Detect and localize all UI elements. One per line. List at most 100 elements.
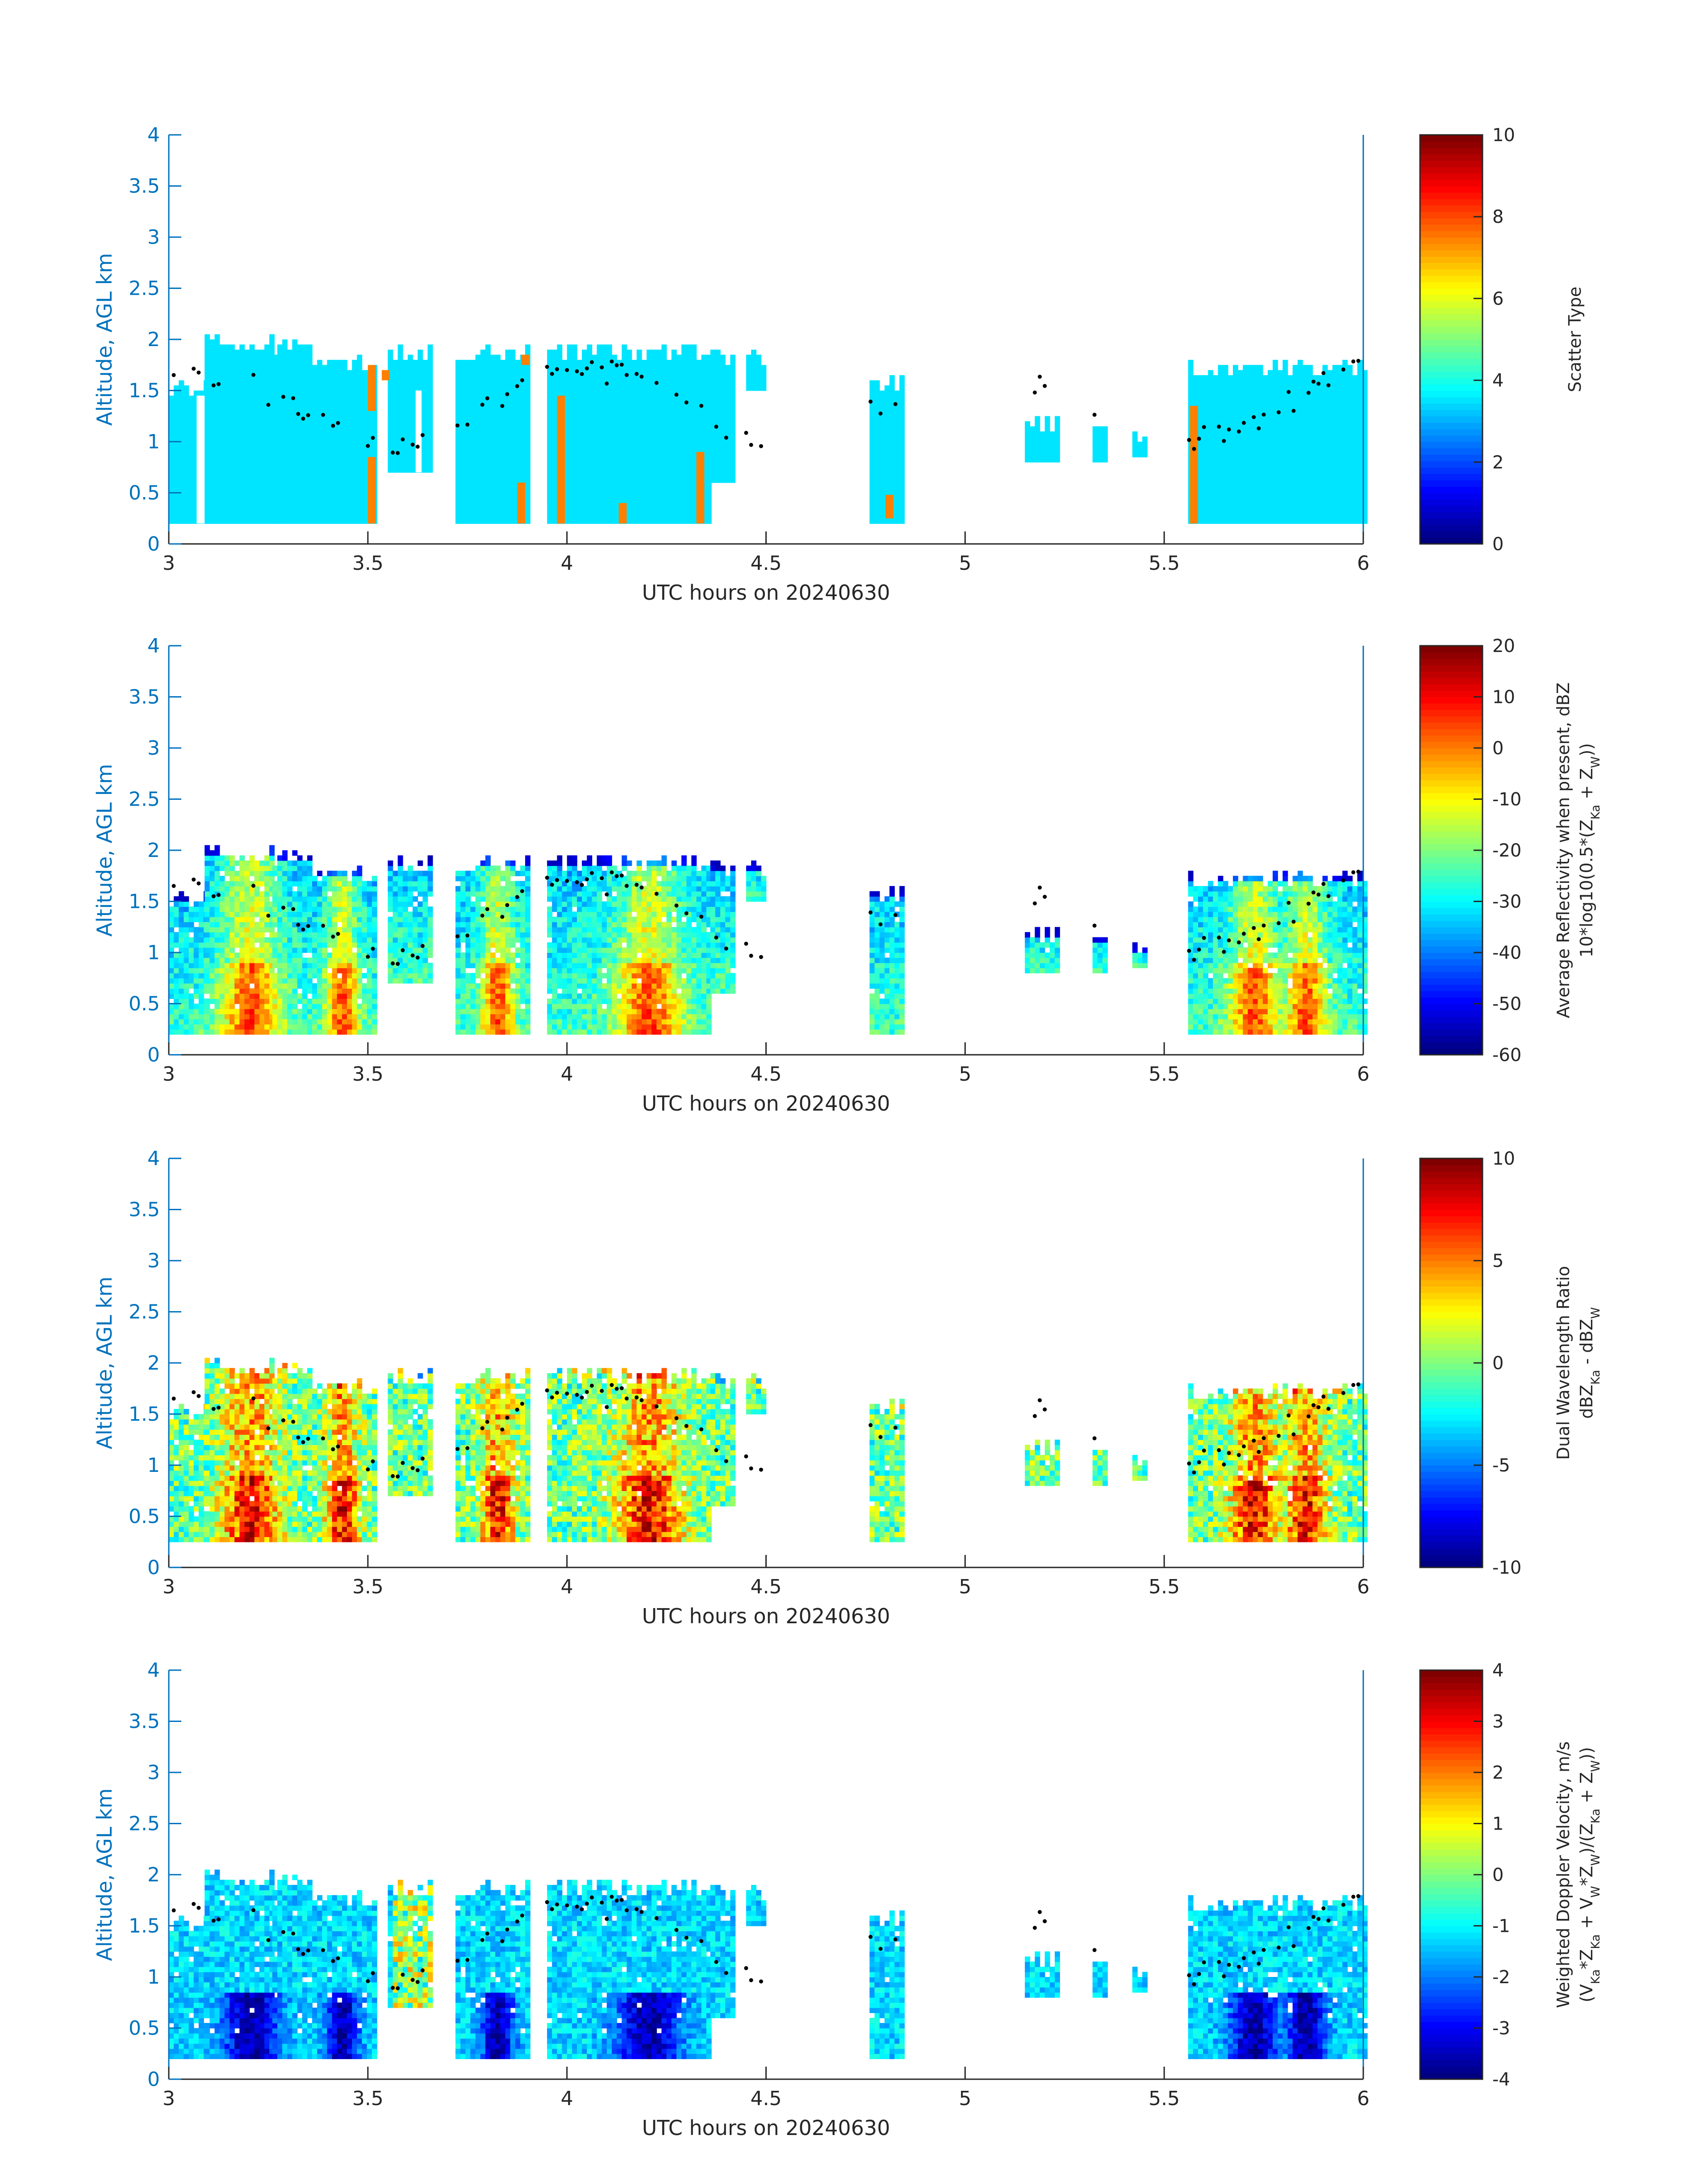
heatmap-cell <box>224 395 230 401</box>
heatmap-cell <box>715 431 721 437</box>
heatmap-cell <box>1223 493 1228 498</box>
heatmap-cell <box>1257 380 1263 386</box>
heatmap-cell <box>676 493 682 498</box>
heatmap-cell <box>587 477 593 483</box>
heatmap-cell <box>656 370 662 376</box>
heatmap-cell <box>418 375 423 381</box>
heatmap-cell <box>631 416 637 422</box>
heatmap-cell <box>1213 401 1219 406</box>
heatmap-cell <box>287 493 293 498</box>
heatmap-cell <box>552 380 558 386</box>
heatmap-cell <box>1102 426 1108 432</box>
heatmap-cell <box>1327 513 1333 519</box>
heatmap-cell <box>205 405 210 412</box>
heatmap-cell <box>1297 416 1303 422</box>
heatmap-cell <box>402 442 408 447</box>
heatmap-cell <box>357 498 363 504</box>
heatmap-cell <box>239 498 245 504</box>
heatmap-cell <box>485 488 491 493</box>
heatmap-cell <box>647 426 652 432</box>
heatmap-cell <box>337 395 342 401</box>
heatmap-cell <box>292 503 298 509</box>
heatmap-cell <box>661 462 667 468</box>
heatmap-cell <box>1342 370 1348 376</box>
heatmap-cell <box>1322 508 1328 514</box>
heatmap-cell <box>209 436 215 442</box>
heatmap-cell <box>1292 472 1298 478</box>
heatmap-cell <box>1268 482 1273 488</box>
heatmap-cell <box>547 462 552 468</box>
heatmap-cell <box>307 493 313 498</box>
heatmap-cell <box>681 380 687 386</box>
heatmap-cell <box>1282 457 1288 463</box>
heatmap-cell <box>1337 416 1343 422</box>
heatmap-cell <box>647 380 652 386</box>
colorbar-swatch <box>1420 377 1482 384</box>
heatmap-cell <box>495 436 501 442</box>
heatmap-cell <box>287 488 293 493</box>
heatmap-cell <box>681 462 687 468</box>
heatmap-cell <box>1273 447 1278 452</box>
heatmap-cell <box>292 436 298 442</box>
heatmap-cell <box>254 395 260 401</box>
heatmap-cell <box>636 390 642 396</box>
heatmap-cell <box>681 518 687 524</box>
heatmap-cell <box>1317 472 1323 478</box>
heatmap-cell <box>547 498 552 504</box>
heatmap-cell <box>397 436 403 442</box>
heatmap-cell <box>656 467 662 473</box>
heatmap-cell <box>327 359 333 366</box>
heatmap-cell <box>302 503 308 509</box>
heatmap-cell <box>317 467 322 473</box>
heatmap-cell <box>317 498 322 504</box>
heatmap-cell <box>587 421 593 427</box>
heatmap-cell <box>209 375 215 381</box>
heatmap-cell <box>480 451 486 458</box>
colorbar-swatch <box>1420 473 1482 481</box>
heatmap-cell <box>169 416 174 422</box>
heatmap-cell <box>1322 442 1328 447</box>
heatmap-cell <box>495 451 501 458</box>
heatmap-cell <box>214 421 220 427</box>
heatmap-cell <box>706 405 712 412</box>
heatmap-cell <box>1362 508 1368 514</box>
heatmap-cell <box>277 359 283 366</box>
heatmap-cell <box>1337 447 1343 452</box>
heatmap-cell <box>706 416 712 422</box>
heatmap-cell <box>520 380 526 386</box>
heatmap-cell <box>681 513 687 519</box>
heatmap-cell <box>676 518 682 524</box>
heatmap-cell <box>322 482 328 488</box>
heatmap-cell <box>455 431 461 437</box>
heatmap-cell <box>357 370 363 376</box>
heatmap-cell <box>495 380 501 386</box>
heatmap-cell <box>500 426 506 432</box>
heatmap-cell <box>686 375 692 381</box>
heatmap-cell <box>587 447 593 452</box>
heatmap-cell <box>337 411 342 417</box>
heatmap-cell <box>174 988 179 994</box>
heatmap-cell <box>1273 390 1278 396</box>
heatmap-cell <box>1347 375 1353 381</box>
heatmap-cell <box>612 355 617 360</box>
heatmap-cell <box>631 503 637 509</box>
heatmap-cell <box>1282 365 1288 371</box>
heatmap-cell <box>1297 477 1303 483</box>
heatmap-cell <box>1287 431 1293 437</box>
heatmap-cell <box>1223 451 1228 458</box>
cloud-top-dot <box>296 412 301 416</box>
heatmap-cell <box>1223 447 1228 452</box>
heatmap-cell <box>332 431 338 437</box>
heatmap-cell <box>1332 462 1338 468</box>
heatmap-cell <box>641 370 647 376</box>
heatmap-cell <box>1248 513 1253 519</box>
heatmap-cell <box>1317 431 1323 437</box>
heatmap-cell <box>647 482 652 488</box>
colorbar-swatch <box>1420 275 1482 282</box>
heatmap-cell <box>686 405 692 412</box>
heatmap-cell <box>465 365 471 371</box>
heatmap-cell <box>272 442 278 447</box>
heatmap-cell <box>691 477 697 483</box>
heatmap-cell <box>567 431 572 437</box>
heatmap-cell <box>249 416 255 422</box>
